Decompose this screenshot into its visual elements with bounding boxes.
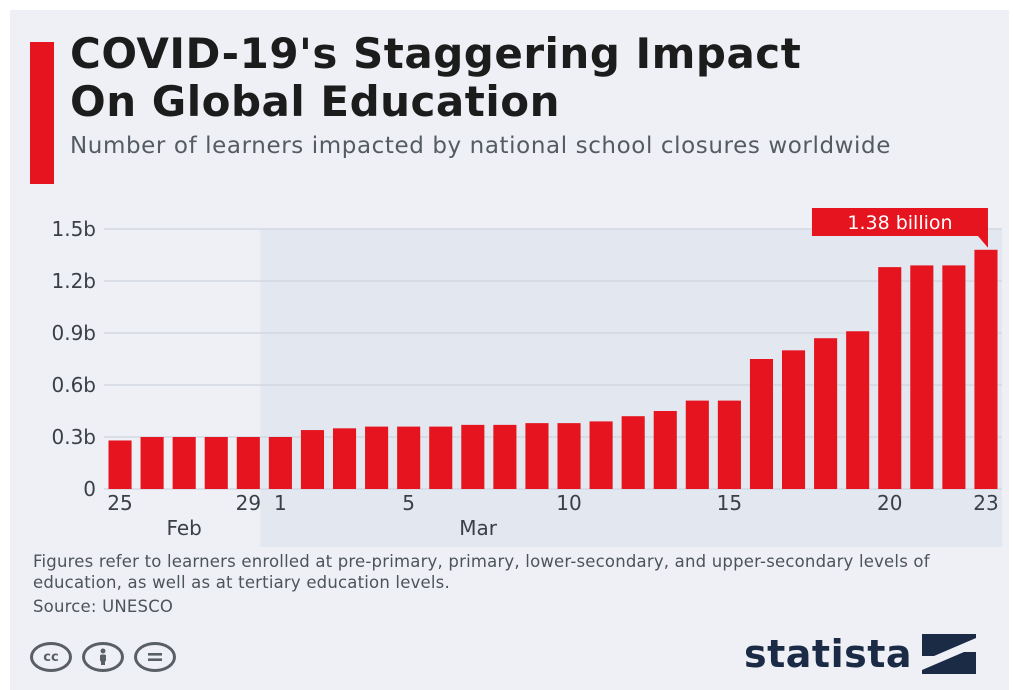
title-line-2: On Global Education [70,77,560,126]
source-note: Source: UNESCO [33,597,174,616]
annotation-box [811,208,988,236]
bar [878,267,902,489]
bar [974,249,998,489]
y-tick-label: 0.9b [51,321,96,345]
bar [781,350,806,489]
bar [461,424,485,489]
bar [525,423,549,489]
x-tick-label: 10 [556,491,581,515]
bar [365,426,389,489]
bar [172,437,196,489]
x-tick-label: 23 [973,491,998,515]
month-label: Feb [166,516,201,540]
x-tick-label: 29 [236,491,261,515]
bar [653,411,677,489]
license-icons: cc [30,642,176,672]
y-tick-label: 0.3b [51,425,96,449]
y-tick-label: 1.2b [51,269,96,293]
brand-name: statista [744,632,913,676]
bar [557,423,581,489]
y-tick-label: 1.5b [51,217,96,241]
y-tick-label: 0.6b [51,373,96,397]
bar [749,359,774,489]
cc-license-icon: cc [30,642,72,672]
bar [332,428,357,489]
bar [236,437,260,489]
bar [814,338,838,489]
chart-title: COVID-19's Staggering Impact On Global E… [70,30,1000,126]
bar [717,400,741,489]
bar [397,426,421,489]
annotation-label: 1.38 billion [847,212,952,234]
x-tick-label: 5 [402,491,415,515]
attribution-icon [82,642,124,672]
bar [910,265,934,489]
bar [942,265,966,489]
bar [621,416,645,489]
bar [108,440,132,489]
statista-brand: statista [744,632,977,676]
x-tick-label: 15 [717,491,742,515]
bar [846,331,870,489]
statista-logo-icon [922,634,977,674]
annotation-pointer [977,236,988,248]
bar [204,437,228,489]
title-line-1: COVID-19's Staggering Impact [70,29,802,78]
no-derivatives-icon [134,642,176,672]
bar [268,437,292,489]
y-tick-label: 0 [83,477,96,501]
bar [300,430,325,489]
bar [493,424,517,489]
x-tick-label: 20 [877,491,902,515]
x-tick-label: 1 [274,491,287,515]
month-label: Mar [459,516,498,540]
bar [429,426,453,489]
x-tick-label: 25 [107,491,132,515]
title-accent-bar [30,42,54,184]
bar [685,400,709,489]
bar [140,437,164,489]
footnote: Figures refer to learners enrolled at pr… [33,552,930,592]
chart-subtitle: Number of learners impacted by national … [70,133,891,159]
bar [589,421,613,489]
